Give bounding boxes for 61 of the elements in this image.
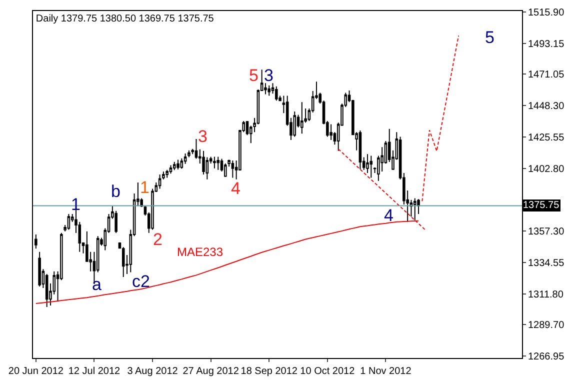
candlestick	[293, 111, 296, 138]
candlestick	[231, 160, 234, 178]
candlestick	[45, 273, 48, 308]
y-tick-label: 1515.90	[528, 7, 565, 18]
annotation: 1	[140, 178, 150, 197]
candlestick	[114, 210, 118, 234]
y-tick-label: 1311.80	[528, 290, 564, 301]
x-tick-label: 3 Aug 2012	[127, 366, 178, 377]
candlestick	[366, 154, 369, 174]
annotation: 5	[249, 66, 258, 85]
candlestick	[172, 161, 176, 171]
candlestick	[216, 156, 220, 170]
y-tick-label: 1357.30	[528, 226, 565, 238]
y-tick-label: 1493.15	[528, 38, 565, 50]
ref-line-label: 1375.75	[523, 200, 560, 211]
series-label: MAE233	[177, 245, 224, 259]
candlestick	[268, 84, 271, 96]
annotation: 2	[153, 230, 162, 249]
candlestick	[370, 155, 373, 178]
candlestick	[180, 158, 184, 170]
candlestick	[122, 246, 125, 278]
candlestick	[358, 130, 362, 170]
candlestick	[169, 164, 172, 174]
annotation: b	[111, 182, 120, 201]
candlestick	[176, 159, 180, 170]
candlestick	[330, 124, 332, 140]
candlestick	[213, 156, 216, 169]
line-series	[422, 35, 460, 202]
candlestick	[67, 213, 70, 230]
y-tick-label: 1448.30	[528, 100, 565, 112]
y-tick-label: 1334.55	[528, 258, 565, 270]
y-tick-label: 1402.80	[528, 164, 565, 175]
annotation: c2	[132, 272, 150, 291]
candlestick	[202, 150, 205, 176]
candlestick	[34, 234, 38, 250]
chart-title: Daily 1379.75 1380.50 1369.75 1375.75	[36, 14, 214, 25]
annotation: 3	[264, 66, 274, 85]
y-tick-label: 1289.70	[528, 320, 565, 332]
y-tick-label: 1266.95	[528, 352, 565, 363]
annotation: 4	[384, 206, 394, 225]
annotation: 3	[198, 127, 208, 146]
candlestick	[224, 162, 227, 178]
x-tick-label: 18 Sep 2012	[240, 366, 298, 377]
x-tick-label: 1 Nov 2012	[360, 366, 412, 377]
candlestick	[158, 174, 162, 190]
x-tick-label: 20 Jun 2012	[8, 366, 64, 377]
x-tick-label: 10 Oct 2012	[300, 366, 356, 377]
candlestick	[194, 138, 198, 160]
annotation: 4	[231, 179, 240, 198]
candlestick	[166, 169, 168, 178]
candlestick	[184, 153, 187, 164]
candlestick	[38, 251, 41, 288]
candlestick	[300, 102, 304, 134]
y-tick-label: 1425.55	[528, 132, 565, 144]
x-tick-label: 12 Jul 2012	[68, 366, 121, 377]
x-tick-label: 27 Aug 2012	[182, 366, 240, 377]
candlestick	[413, 198, 416, 221]
y-tick-label: 1471.05	[528, 69, 565, 80]
annotation: 5	[485, 28, 494, 47]
candlestick	[275, 86, 278, 102]
annotation: a	[92, 275, 102, 294]
